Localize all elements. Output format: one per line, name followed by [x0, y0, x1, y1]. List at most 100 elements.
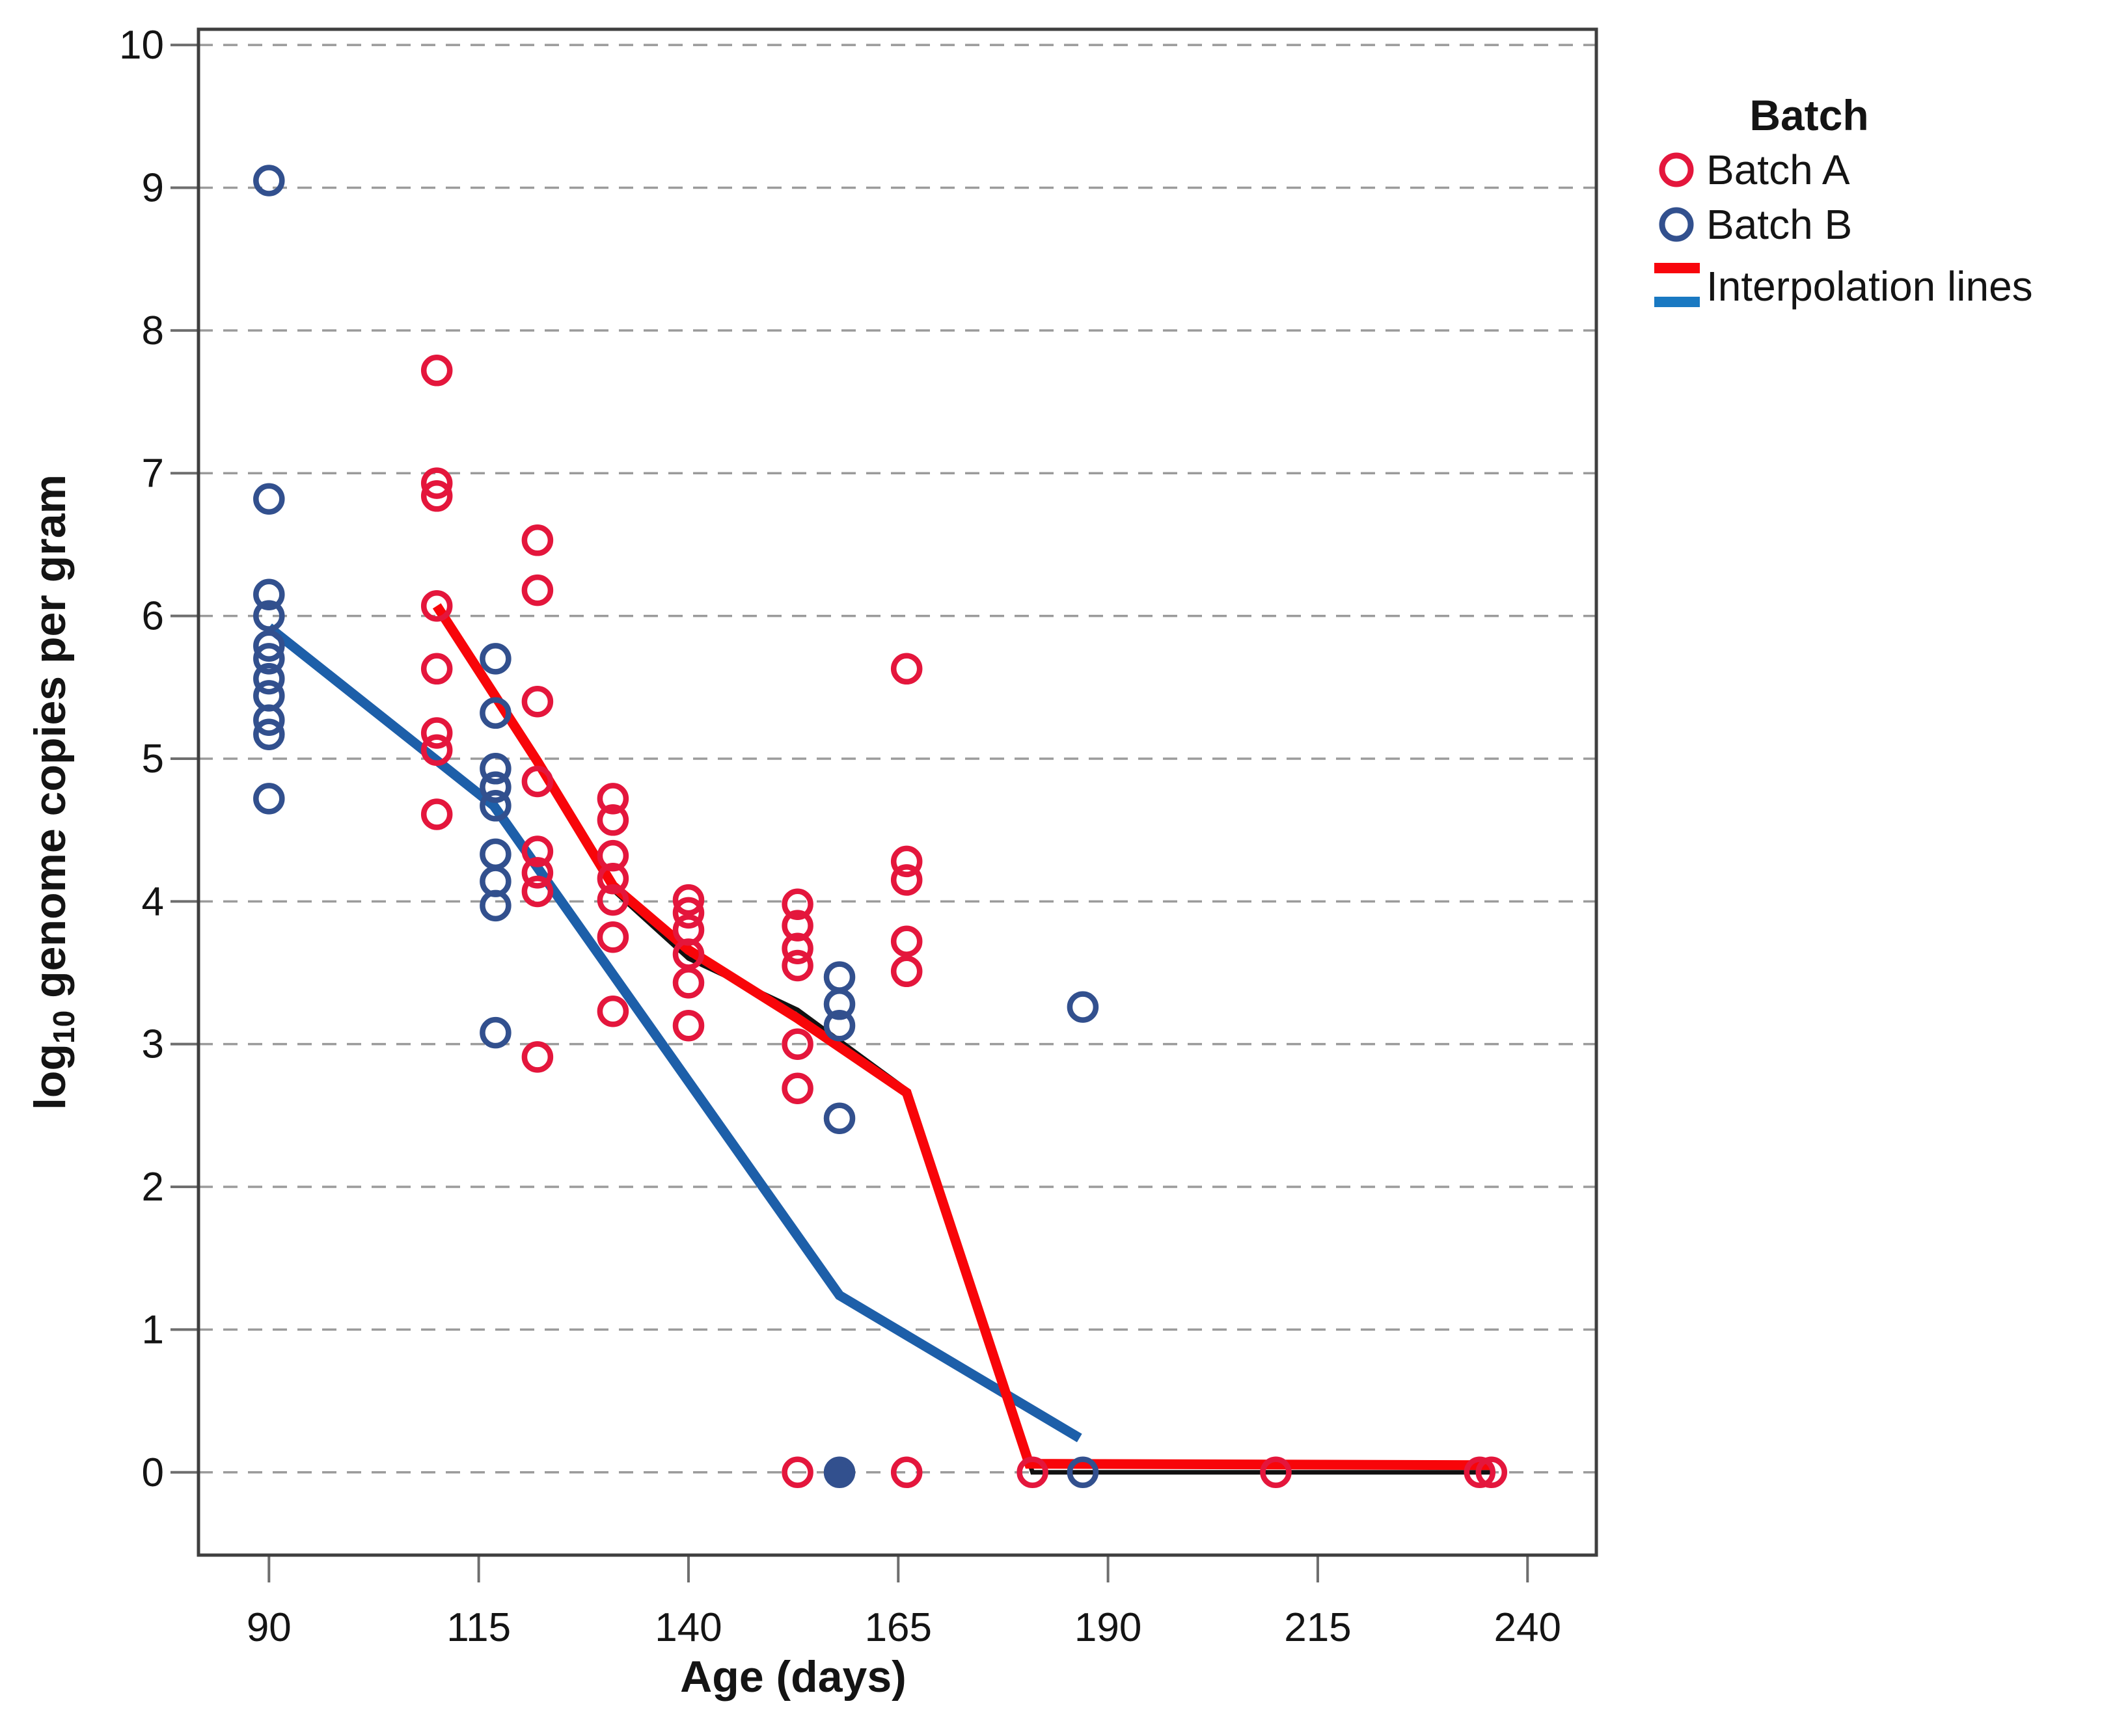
point-batch-a [782, 1456, 813, 1489]
y-tick-label-6: 6 [142, 594, 164, 639]
point-batch-a [597, 783, 629, 815]
legend-label-batch-b: Batch B [1706, 201, 1852, 248]
point-batch-a [890, 864, 923, 896]
point-batch-a [521, 574, 554, 606]
point-batch-b [253, 643, 285, 675]
point-batch-a [782, 1028, 813, 1060]
y-tick-label-8: 8 [142, 308, 164, 353]
point-batch-a [597, 839, 629, 872]
point-batch-b [1067, 991, 1099, 1023]
point-batch-a [420, 734, 453, 766]
point-batch-b [253, 718, 285, 750]
point-batch-a [420, 480, 453, 512]
Interpolation-line-Batch-B [266, 623, 1082, 1443]
point-batch-b [480, 889, 512, 922]
point-batch-b [823, 1456, 856, 1489]
x-tick-label-215: 215 [1284, 1605, 1351, 1650]
x-tick-label-240: 240 [1494, 1605, 1561, 1650]
y-tick-label-10: 10 [119, 23, 164, 68]
y-tick-label-5: 5 [142, 737, 164, 781]
point-batch-a [890, 955, 923, 988]
point-batch-a [521, 524, 554, 556]
point-batch-a [521, 1041, 554, 1073]
y-tick-label-7: 7 [142, 451, 164, 496]
point-batch-a [420, 355, 453, 387]
point-batch-a [782, 1072, 813, 1104]
y-tick-label-0: 0 [142, 1450, 164, 1495]
point-batch-a [420, 653, 453, 685]
x-axis-title: Age (days) [680, 1652, 907, 1702]
y-tick-label-9: 9 [142, 165, 164, 210]
x-tick-label-90: 90 [247, 1605, 292, 1650]
legend-lines-label: Interpolation lines [1706, 263, 2033, 310]
point-batch-a [1260, 1456, 1292, 1489]
legend-line-batch-a [1654, 263, 1700, 273]
x-tick-label-115: 115 [446, 1605, 511, 1650]
point-batch-a [672, 1009, 705, 1042]
point-batch-b [480, 1016, 512, 1049]
point-batch-b [823, 1102, 856, 1134]
point-batch-a [521, 835, 554, 867]
point-batch-b [480, 753, 512, 785]
point-batch-b [480, 771, 512, 804]
point-batch-b [253, 483, 285, 515]
point-batch-a [521, 685, 554, 718]
y-tick-label-3: 3 [142, 1022, 164, 1067]
point-batch-a [420, 467, 453, 499]
plot-frame [197, 27, 1598, 1557]
point-batch-a [782, 910, 813, 942]
point-batch-a [890, 1456, 923, 1489]
point-batch-a [782, 932, 813, 964]
point-batch-b [823, 1009, 856, 1042]
point-batch-a [1464, 1456, 1496, 1489]
point-batch-a [782, 888, 813, 920]
point-batch-b [823, 988, 856, 1020]
point-batch-a [521, 765, 554, 798]
point-batch-a [890, 653, 923, 685]
point-batch-b [253, 704, 285, 736]
legend-title: Batch [1749, 91, 1868, 139]
point-batch-a [1475, 1456, 1508, 1489]
point-batch-b [253, 662, 285, 695]
y-axis-title: log10 genome copies per gram [25, 474, 81, 1110]
x-tick-label-165: 165 [865, 1605, 932, 1650]
point-batch-b [253, 165, 285, 197]
y-tick-label-2: 2 [142, 1165, 164, 1210]
y-tick-label-1: 1 [142, 1307, 164, 1352]
point-batch-b [480, 790, 512, 822]
y-tick-label-4: 4 [142, 879, 164, 924]
point-batch-a [521, 857, 554, 889]
point-batch-b [253, 783, 285, 815]
point-batch-a [672, 967, 705, 999]
point-batch-a [597, 804, 629, 836]
point-batch-b [253, 578, 285, 610]
point-batch-a [420, 590, 453, 622]
point-batch-a [597, 921, 629, 953]
point-batch-b [253, 600, 285, 632]
point-batch-a [890, 845, 923, 878]
x-tick-label-190: 190 [1074, 1605, 1141, 1650]
point-batch-a [521, 875, 554, 908]
point-batch-a [672, 897, 705, 929]
point-batch-b [1067, 1456, 1099, 1489]
legend-marker-batch-b [1659, 207, 1694, 242]
point-batch-a [672, 884, 705, 916]
point-batch-a [597, 995, 629, 1027]
legend-marker-batch-a [1659, 152, 1694, 187]
point-batch-a [890, 925, 923, 957]
point-batch-a [1017, 1456, 1048, 1489]
point-batch-b [480, 697, 512, 729]
legend-label-batch-a: Batch A [1706, 146, 1850, 193]
point-batch-b [480, 643, 512, 675]
point-batch-a [420, 717, 453, 749]
point-batch-a [597, 884, 629, 916]
point-batch-a [782, 949, 813, 982]
point-batch-a [420, 798, 453, 830]
legend-line-batch-b [1654, 297, 1700, 307]
point-batch-b [253, 630, 285, 662]
x-tick-label-140: 140 [655, 1605, 722, 1650]
point-batch-a [597, 862, 629, 895]
